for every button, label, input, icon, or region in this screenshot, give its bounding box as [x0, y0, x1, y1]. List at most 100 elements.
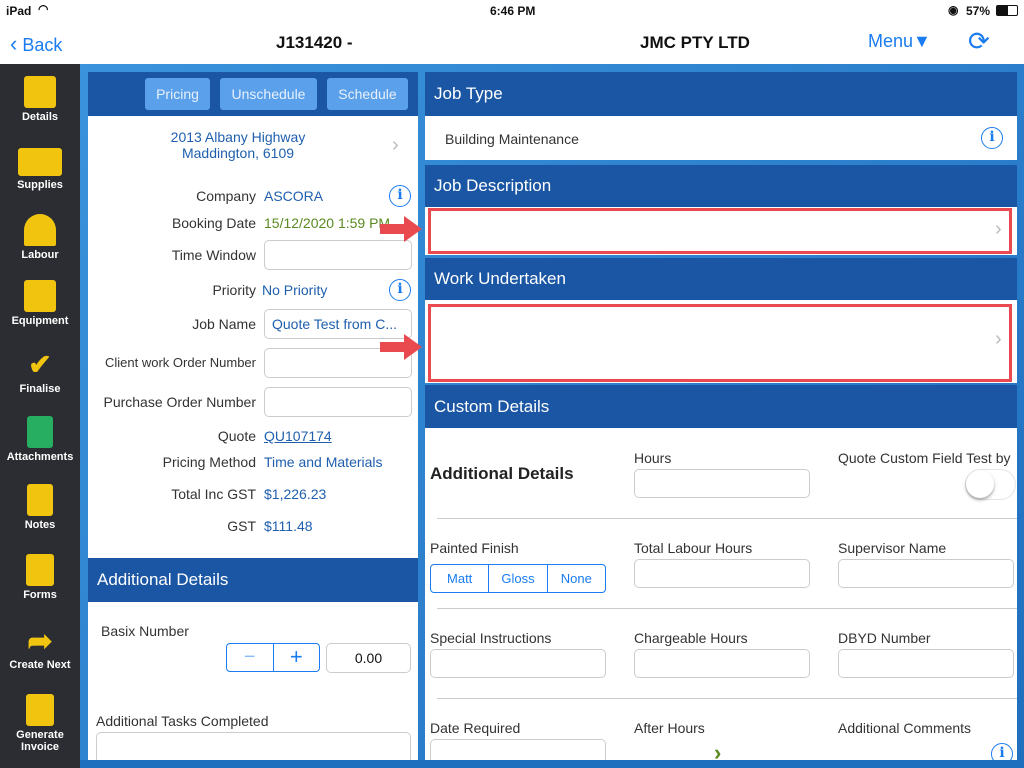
sidebar-item-finalise[interactable]: ✔ Finalise	[0, 348, 80, 395]
painted-finish-label: Painted Finish	[430, 540, 519, 556]
job-type-info-icon[interactable]: i	[981, 127, 1003, 149]
painted-finish-segmented[interactable]: Matt Gloss None	[430, 564, 606, 593]
refresh-icon[interactable]: ⟳	[968, 26, 990, 56]
job-description-row[interactable]	[425, 207, 1017, 255]
supervisor-input[interactable]	[838, 559, 1014, 588]
sidebar-item-equipment[interactable]: Equipment	[0, 280, 80, 327]
menu-button[interactable]: Menu▼	[868, 31, 931, 51]
job-description-header: Job Description	[425, 165, 1017, 207]
client-work-order-label: Client work Order Number	[105, 355, 256, 370]
quote-custom-toggle[interactable]	[965, 469, 1016, 500]
schedule-button[interactable]: Schedule	[327, 78, 408, 110]
chevron-right-icon[interactable]: ›	[714, 740, 722, 765]
chevron-right-icon: ›	[392, 134, 399, 156]
quote-custom-label: Quote Custom Field Test by	[838, 450, 1011, 466]
plus-icon[interactable]: +	[289, 644, 303, 669]
bottom-edge	[80, 760, 1024, 768]
tools-icon	[24, 280, 56, 312]
custom-details-header: Custom Details	[425, 385, 1017, 428]
additional-tasks-label: Additional Tasks Completed	[96, 713, 269, 729]
work-undertaken-row[interactable]	[425, 300, 1017, 383]
finish-option-none[interactable]: None	[560, 571, 592, 586]
priority-label: Priority	[212, 282, 256, 298]
total-labour-label: Total Labour Hours	[634, 540, 753, 556]
sidebar-item-create-next[interactable]: ➦ Create Next	[0, 624, 80, 671]
chevron-right-icon: ›	[995, 328, 1002, 350]
total-label: Total Inc GST	[171, 486, 256, 502]
back-button[interactable]: ‹ Back	[10, 31, 63, 56]
time-window-input[interactable]	[264, 240, 412, 270]
hours-input[interactable]	[634, 469, 810, 498]
company-info-icon[interactable]: i	[389, 185, 411, 207]
basix-input[interactable]: 0.00	[326, 643, 411, 673]
date-required-label: Date Required	[430, 720, 521, 736]
pricing-method-label: Pricing Method	[162, 454, 256, 470]
gst-label: GST	[227, 518, 256, 534]
total-value: $1,226.23	[264, 486, 327, 502]
company-value: ASCORA	[264, 188, 324, 204]
client-work-order-input[interactable]	[264, 348, 412, 378]
nav-bar: ‹ Back J131420 - JMC PTY LTD Menu▼ ⟳	[0, 22, 1024, 64]
quote-link[interactable]: QU107174	[264, 428, 332, 444]
unschedule-button[interactable]: Unschedule	[220, 78, 317, 110]
special-instructions-input[interactable]	[430, 649, 606, 678]
sidebar-item-supplies[interactable]: Supplies	[0, 148, 80, 191]
wifi-icon: ◠	[38, 2, 49, 16]
job-type-value: Building Maintenance	[445, 131, 579, 147]
toggle-knob	[966, 470, 994, 498]
company-label: Company	[196, 188, 256, 204]
priority-info-icon[interactable]: i	[389, 279, 411, 301]
work-undertaken-header: Work Undertaken	[425, 258, 1017, 300]
job-type-row	[425, 116, 1017, 160]
job-title: J131420 -	[276, 33, 353, 52]
forward-arrow-icon: ➦	[27, 625, 53, 658]
sidebar: Details Supplies Labour Equipment ✔ Final…	[0, 64, 80, 768]
sidebar-item-generate-invoice[interactable]: Generate Invoice	[0, 694, 80, 753]
sidebar-item-attachments[interactable]: Attachments	[0, 416, 80, 463]
chargeable-hours-label: Chargeable Hours	[634, 630, 748, 646]
battery-percent: 57%	[966, 4, 991, 18]
special-instructions-label: Special Instructions	[430, 630, 552, 646]
clipboard-icon	[26, 554, 54, 586]
finish-option-matt[interactable]: Matt	[431, 565, 490, 592]
chargeable-hours-input[interactable]	[634, 649, 810, 678]
checkmark-icon: ✔	[28, 349, 52, 380]
total-labour-input[interactable]	[634, 559, 810, 588]
additional-details-title: Additional Details	[430, 464, 574, 483]
booking-date-value: 15/12/2020 1:59 PM	[264, 215, 391, 231]
sidebar-item-details[interactable]: Details	[0, 76, 80, 123]
highlight-box	[428, 304, 1012, 382]
supervisor-label: Supervisor Name	[838, 540, 947, 556]
pricing-button[interactable]: Pricing	[145, 78, 210, 110]
purchase-order-input[interactable]	[264, 387, 412, 417]
priority-value[interactable]: No Priority	[262, 282, 328, 298]
pricing-method-value: Time and Materials	[264, 454, 383, 470]
paperclip-icon	[27, 416, 53, 448]
chevron-right-icon: ›	[995, 218, 1002, 240]
red-arrow-icon	[380, 216, 422, 242]
finish-option-gloss[interactable]: Gloss	[489, 565, 548, 592]
job-type-header: Job Type	[425, 72, 1017, 116]
additional-details-header: Additional Details	[88, 558, 418, 602]
basix-stepper[interactable]: − +	[226, 643, 320, 672]
divider	[437, 518, 1017, 519]
after-hours-label: After Hours	[634, 720, 705, 736]
dbyd-input[interactable]	[838, 649, 1014, 678]
battery-icon	[996, 5, 1018, 16]
status-bar: iPad ◠ 6:46 PM ◉ 57%	[0, 0, 1024, 22]
sidebar-item-labour[interactable]: Labour	[0, 214, 80, 261]
address-link[interactable]: 2013 Albany Highway Maddington, 6109	[170, 129, 306, 161]
booking-date-label: Booking Date	[171, 215, 256, 231]
minus-icon[interactable]: −	[227, 644, 274, 671]
hours-label: Hours	[634, 450, 672, 466]
sidebar-item-notes[interactable]: Notes	[0, 484, 80, 531]
notepad-icon	[27, 484, 53, 516]
additional-comments-label: Additional Comments	[838, 720, 972, 736]
device-name: iPad	[6, 4, 32, 18]
dbyd-label: DBYD Number	[838, 630, 931, 646]
sidebar-item-forms[interactable]: Forms	[0, 554, 80, 601]
divider	[437, 698, 1017, 699]
clock: 6:46 PM	[490, 4, 536, 18]
chevron-left-icon: ‹	[10, 31, 18, 56]
job-name-input[interactable]: Quote Test from C...	[264, 309, 412, 339]
